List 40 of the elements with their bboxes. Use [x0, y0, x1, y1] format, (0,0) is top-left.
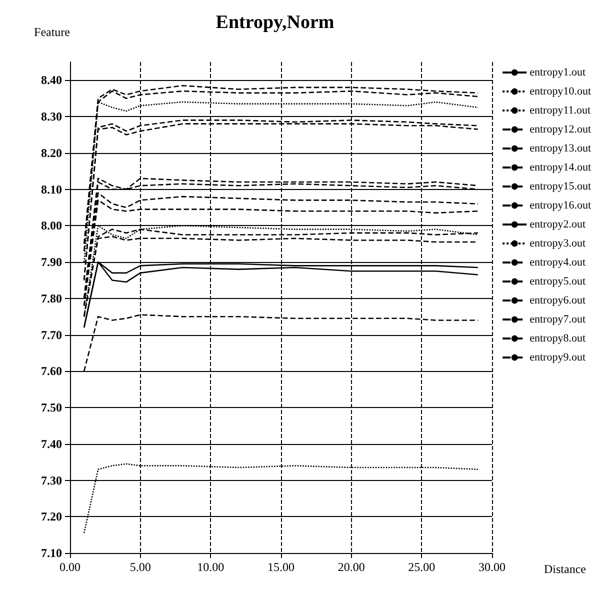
- y-tick-label: 7.40: [41, 436, 62, 451]
- y-axis-title: Feature: [34, 25, 70, 39]
- x-tick-label: 30.00: [478, 560, 506, 574]
- x-tick-label: 15.00: [268, 560, 294, 574]
- y-tick-label: 7.20: [41, 510, 62, 524]
- x-tick-label: 25.00: [408, 560, 436, 574]
- x-tick-label: 20.00: [338, 560, 365, 574]
- y-tick-label: 8.10: [41, 182, 62, 196]
- legend-label: entropy15.out: [530, 180, 592, 192]
- legend-label: entropy16.out: [530, 200, 592, 212]
- legend-label: entropy11.out: [530, 104, 591, 116]
- x-tick-label: 10.00: [197, 560, 224, 574]
- legend-label: entropy3.out: [530, 238, 586, 250]
- y-tick-label: 7.10: [41, 546, 62, 560]
- legend-label: entropy1.out: [530, 66, 586, 78]
- legend-label: entropy7.out: [530, 314, 586, 326]
- legend-label: entropy13.out: [530, 142, 592, 154]
- legend-label: entropy2.out: [530, 218, 586, 230]
- legend-label: entropy9.out: [530, 352, 586, 364]
- y-tick-label: 8.30: [41, 110, 62, 124]
- legend-label: entropy4.out: [530, 256, 586, 268]
- legend-label: entropy6.out: [530, 294, 586, 306]
- y-tick-label: 7.60: [41, 364, 62, 378]
- x-axis-title: Distance: [544, 562, 586, 576]
- legend-label: entropy14.out: [530, 162, 592, 174]
- y-tick-label: 7.70: [41, 328, 62, 342]
- chart-title: Entropy,Norm: [216, 12, 334, 33]
- legend-label: entropy10.out: [530, 86, 592, 98]
- y-tick-label: 8.20: [41, 146, 62, 160]
- y-tick-label: 7.90: [41, 255, 62, 270]
- legend-label: entropy5.out: [530, 276, 586, 288]
- x-tick-label: 0.00: [60, 560, 80, 574]
- y-tick-label: 8.40: [41, 73, 62, 88]
- y-tick-label: 8.00: [41, 218, 62, 233]
- legend-label: entropy8.out: [530, 332, 586, 344]
- x-tick-label: 5.00: [130, 560, 151, 574]
- y-tick-label: 7.30: [41, 473, 62, 488]
- y-tick-label: 7.50: [41, 400, 62, 415]
- legend-label: entropy12.out: [530, 124, 592, 136]
- y-tick-label: 7.80: [41, 291, 62, 306]
